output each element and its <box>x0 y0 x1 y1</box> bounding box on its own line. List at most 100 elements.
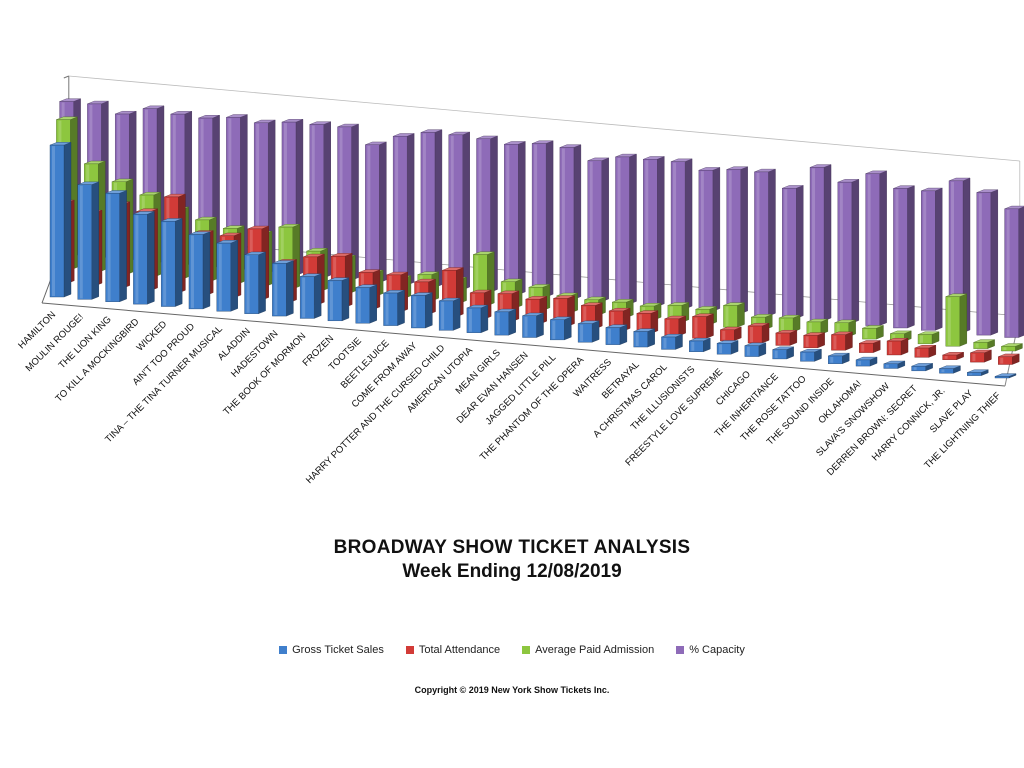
bar-total-attendance-24 <box>720 326 742 341</box>
copyright-text: Copyright © 2019 New York Show Tickets I… <box>414 685 610 695</box>
bar-gross-ticket-sales-23 <box>689 337 711 353</box>
bar-gross-ticket-sales-33 <box>967 369 989 376</box>
bar-gross-ticket-sales-1 <box>77 181 99 300</box>
bar--capacity-31 <box>921 187 943 331</box>
bar-gross-ticket-sales-30 <box>883 360 906 369</box>
bar-gross-ticket-sales-31 <box>911 363 933 372</box>
bar-total-attendance-27 <box>803 332 825 349</box>
bar-total-attendance-29 <box>859 340 881 353</box>
bar-gross-ticket-sales-0 <box>49 142 72 298</box>
legend-label: Average Paid Admission <box>535 644 655 656</box>
bar-gross-ticket-sales-15 <box>466 304 489 334</box>
bar-gross-ticket-sales-2 <box>105 190 127 303</box>
bar--capacity-23 <box>698 167 721 312</box>
bar-gross-ticket-sales-6 <box>216 239 238 312</box>
bar-gross-ticket-sales-12 <box>383 289 405 326</box>
bar--capacity-17 <box>531 140 554 298</box>
legend-label: Gross Ticket Sales <box>292 644 384 656</box>
legend-swatch <box>405 646 414 654</box>
bar--capacity-12 <box>392 133 415 286</box>
bar-total-attendance-33 <box>970 349 992 363</box>
bar-average-paid-admission-32 <box>945 293 968 347</box>
bar--capacity-21 <box>643 156 665 307</box>
x-tick-label: THE LION KING <box>57 314 114 371</box>
bar-total-attendance-23 <box>692 313 714 339</box>
bar--capacity-25 <box>754 168 776 317</box>
bar--capacity-9 <box>309 121 331 279</box>
bar--capacity-33 <box>976 189 999 336</box>
bar-total-attendance-34 <box>998 353 1020 365</box>
bar-gross-ticket-sales-3 <box>133 211 155 305</box>
bar-total-attendance-25 <box>747 322 770 344</box>
bar-gross-ticket-sales-4 <box>160 218 183 307</box>
bar-average-paid-admission-27 <box>806 318 829 335</box>
bar-gross-ticket-sales-8 <box>272 260 294 317</box>
bar-gross-ticket-sales-10 <box>327 277 350 322</box>
bar-gross-ticket-sales-22 <box>661 333 683 350</box>
legend-swatch <box>676 646 685 654</box>
bar--capacity-13 <box>420 129 443 288</box>
bar-gross-ticket-sales-17 <box>522 312 544 338</box>
bar-gross-ticket-sales-25 <box>744 342 767 357</box>
bar-average-paid-admission-31 <box>917 331 940 345</box>
bars <box>49 98 1024 379</box>
legend-label: % Capacity <box>689 644 745 656</box>
bar-gross-ticket-sales-9 <box>299 273 322 319</box>
bar-gross-ticket-sales-14 <box>438 297 461 331</box>
legend-entry: Gross Ticket Sales <box>279 644 384 656</box>
bar-total-attendance-32 <box>942 351 964 361</box>
chart-title: BROADWAY SHOW TICKET ANALYSIS <box>333 537 691 558</box>
bar-gross-ticket-sales-24 <box>716 340 739 355</box>
bar-gross-ticket-sales-5 <box>188 231 211 310</box>
legend: Gross Ticket Sales Total Attendance Averag… <box>0 644 1024 656</box>
chart-subtitle: Week Ending 12/08/2019 <box>402 561 622 582</box>
bar-total-attendance-22 <box>664 315 686 337</box>
bar-gross-ticket-sales-7 <box>244 251 266 314</box>
bar--capacity-20 <box>615 153 637 305</box>
bar--capacity-14 <box>448 131 470 291</box>
bar-total-attendance-26 <box>775 329 798 346</box>
bar-gross-ticket-sales-21 <box>633 328 655 348</box>
bar-average-paid-admission-34 <box>1001 343 1023 352</box>
bar-gross-ticket-sales-18 <box>550 316 572 341</box>
bar--capacity-27 <box>809 164 832 322</box>
bar-gross-ticket-sales-13 <box>411 292 433 329</box>
legend-swatch <box>279 646 288 654</box>
legend-entry: Total Attendance <box>405 644 501 656</box>
x-tick-label: HARRY POTTER AND THE CURSED CHILD <box>304 343 447 486</box>
bar--capacity-10 <box>337 123 359 281</box>
bar--capacity-22 <box>670 158 693 310</box>
bar-average-paid-admission-33 <box>973 339 995 349</box>
bar-gross-ticket-sales-16 <box>494 308 516 336</box>
bar-total-attendance-28 <box>831 331 853 351</box>
bar--capacity-18 <box>559 144 582 300</box>
bar-gross-ticket-sales-26 <box>772 346 794 360</box>
bar--capacity-28 <box>837 179 860 324</box>
bar-total-attendance-21 <box>636 310 659 334</box>
bar-gross-ticket-sales-27 <box>800 348 822 362</box>
bar--capacity-34 <box>1004 205 1024 338</box>
bar-average-paid-admission-29 <box>862 325 884 340</box>
bar-gross-ticket-sales-28 <box>828 352 850 365</box>
bar-total-attendance-30 <box>886 337 909 356</box>
legend-entry: % Capacity <box>676 644 745 656</box>
bar-average-paid-admission-26 <box>778 314 801 333</box>
bar--capacity-16 <box>504 141 526 295</box>
bar--capacity-11 <box>365 141 387 284</box>
bar--capacity-24 <box>726 166 748 314</box>
bar-gross-ticket-sales-11 <box>355 284 377 324</box>
bar--capacity-30 <box>893 185 915 329</box>
legend-label: Total Attendance <box>418 644 501 656</box>
legend-swatch <box>522 646 531 654</box>
bar--capacity-26 <box>782 185 804 319</box>
legend-entry: Average Paid Admission <box>522 644 654 656</box>
bar-gross-ticket-sales-32 <box>939 365 961 374</box>
bar--capacity-19 <box>587 157 609 303</box>
bar-gross-ticket-sales-19 <box>577 320 600 343</box>
bar-total-attendance-31 <box>914 344 937 358</box>
bar-average-paid-admission-24 <box>723 302 745 328</box>
bar-gross-ticket-sales-29 <box>855 356 878 367</box>
bar-gross-ticket-sales-20 <box>605 324 628 345</box>
